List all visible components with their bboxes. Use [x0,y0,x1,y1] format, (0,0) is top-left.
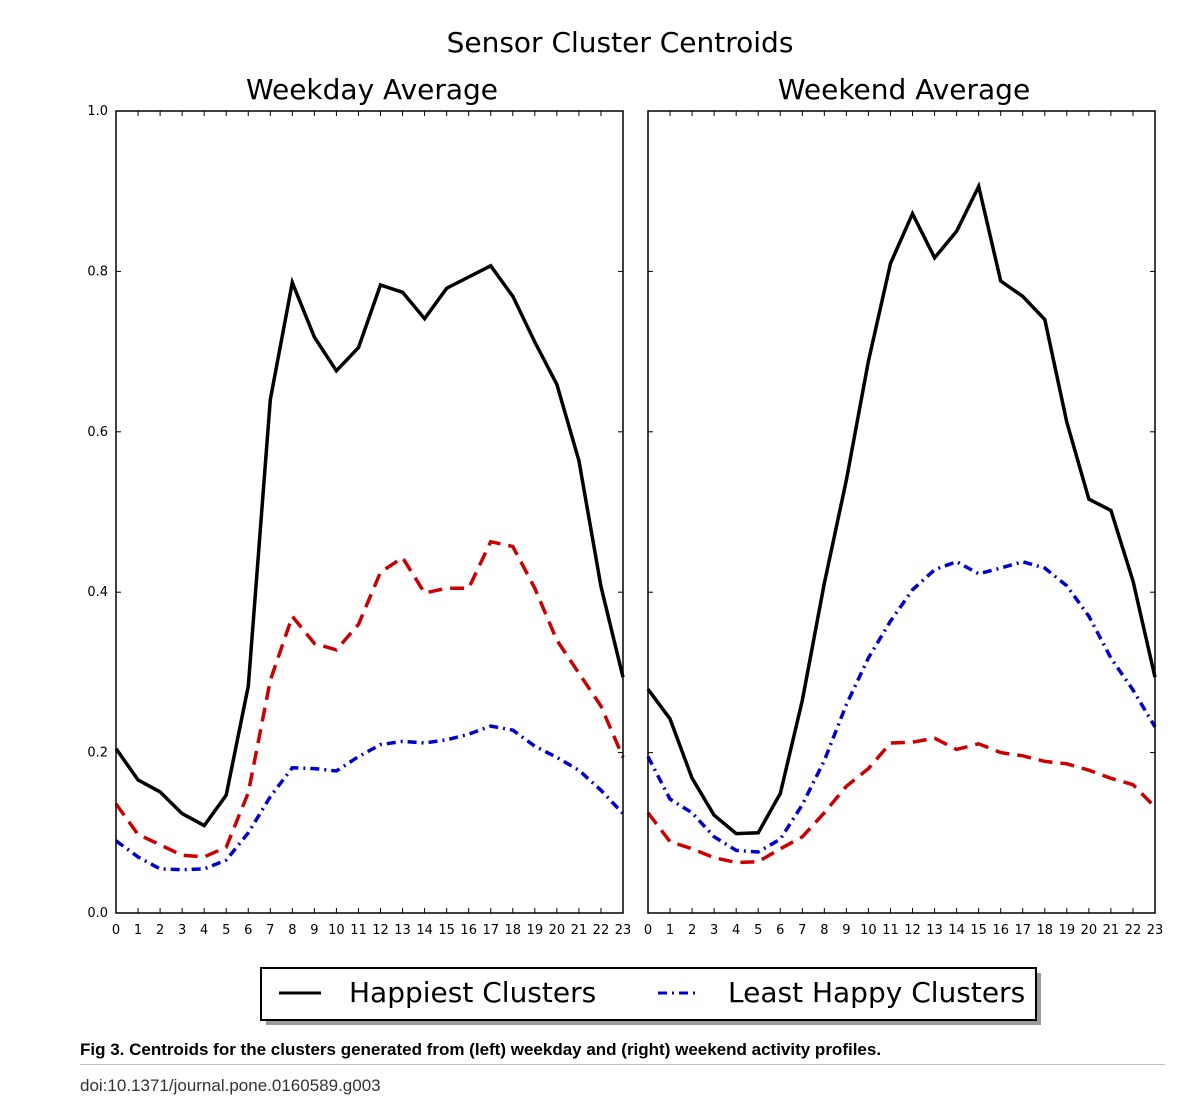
x-tick-label: 2 [156,923,164,938]
x-tick-label: 17 [1014,923,1031,938]
x-tick-label: 13 [394,923,411,938]
x-tick-label: 9 [842,923,850,938]
x-tick-label: 14 [948,923,965,938]
figure-caption: Fig 3. Centroids for the clusters genera… [80,1040,882,1059]
x-tick-label: 22 [593,923,610,938]
plot-frame-weekday [115,110,624,914]
y-tick-label: 0.8 [87,264,108,279]
x-tick-label: 18 [1037,923,1054,938]
series-line-middle-weekend [646,736,1157,865]
x-tick-label: 17 [482,923,499,938]
series-line-least-happy-weekend [646,559,1157,854]
x-tick-label: 6 [776,923,784,938]
x-tick-label: 15 [970,923,987,938]
x-tick-label: 3 [710,923,718,938]
x-tick-label: 7 [798,923,806,938]
x-tick-label: 19 [1059,923,1076,938]
x-tick-label: 9 [310,923,318,938]
x-tick-label: 14 [416,923,433,938]
x-tick-label: 22 [1125,923,1142,938]
x-tick-label: 0 [644,923,652,938]
x-tick-label: 12 [904,923,921,938]
x-tick-label: 15 [438,923,455,938]
x-tick-label: 4 [200,923,208,938]
chart-title: Sensor Cluster Centroids [447,26,794,59]
x-tick-label: 0 [112,923,120,938]
y-tick-label: 1.0 [87,104,108,119]
x-tick-label: 7 [266,923,274,938]
legend: Happiest Clusters Least Happy Clusters [260,967,1041,1025]
series-line-happiest-weekday [114,263,625,828]
x-tick-label: 23 [1147,923,1164,938]
legend-box [260,967,1037,1021]
x-tick-label: 21 [1103,923,1120,938]
x-tick-label: 16 [460,923,477,938]
x-tick-label: 18 [505,923,522,938]
plot-frame-weekend [647,110,1156,914]
x-tick-label: 19 [527,923,544,938]
x-tick-label: 12 [372,923,389,938]
y-tick-labels: 0.0 0.2 0.4 0.6 0.8 1.0 [87,104,108,921]
lines-weekend [646,181,1157,865]
x-tick-label: 16 [992,923,1009,938]
x-tick-label: 11 [882,923,899,938]
caption-divider [80,1064,1165,1065]
x-tick-label: 13 [926,923,943,938]
x-tick-label: 8 [820,923,828,938]
series-line-happiest-weekend [646,181,1157,836]
x-tick-label: 8 [288,923,296,938]
legend-label-happiest: Happiest Clusters [349,976,596,1009]
panel-title-weekday: Weekday Average [246,73,498,106]
y-tick-label: 0.4 [87,585,108,600]
x-tick-label: 20 [549,923,566,938]
x-tick-label: 5 [754,923,762,938]
x-tick-label: 3 [178,923,186,938]
x-tick-label: 6 [244,923,252,938]
x-tick-label: 10 [328,923,345,938]
lines-weekday [114,263,625,872]
y-tick-label: 0.6 [87,425,108,440]
x-tick-label: 5 [222,923,230,938]
ticks-weekday: 0 1 2 3 4 5 6 7 8 9 10 11 12 13 14 15 16 17 18 19 20 21 22 23 [112,110,632,938]
x-tick-label: 20 [1081,923,1098,938]
x-tick-label: 1 [666,923,674,938]
y-tick-label: 0.2 [87,746,108,761]
x-tick-label: 2 [688,923,696,938]
series-line-least-happy-weekday [114,724,625,872]
panel-weekday: Weekday Average 0 1 2 3 4 5 6 7 8 9 10 11 12 13 14 15 16… [112,73,631,938]
figure-canvas: Sensor Cluster Centroids Weekday Average… [87,26,1163,1025]
x-tick-label: 11 [350,923,367,938]
panel-weekend: Weekend Average 0 1 2 3 4 5 6 7 8 9 10 11 12 13 14 15 16… [644,73,1163,938]
series-line-middle-weekday [114,539,625,859]
x-tick-label: 1 [134,923,142,938]
doi-text: doi:10.1371/journal.pone.0160589.g003 [80,1076,381,1095]
x-tick-label: 23 [615,923,632,938]
legend-label-least-happy: Least Happy Clusters [728,976,1025,1009]
x-tick-label: 4 [732,923,740,938]
y-tick-label: 0.0 [87,906,108,921]
panel-title-weekend: Weekend Average [778,73,1030,106]
x-tick-label: 21 [571,923,588,938]
ticks-weekend: 0 1 2 3 4 5 6 7 8 9 10 11 12 13 14 15 16 17 18 19 20 21 22 23 [644,110,1164,938]
x-tick-label: 10 [860,923,877,938]
